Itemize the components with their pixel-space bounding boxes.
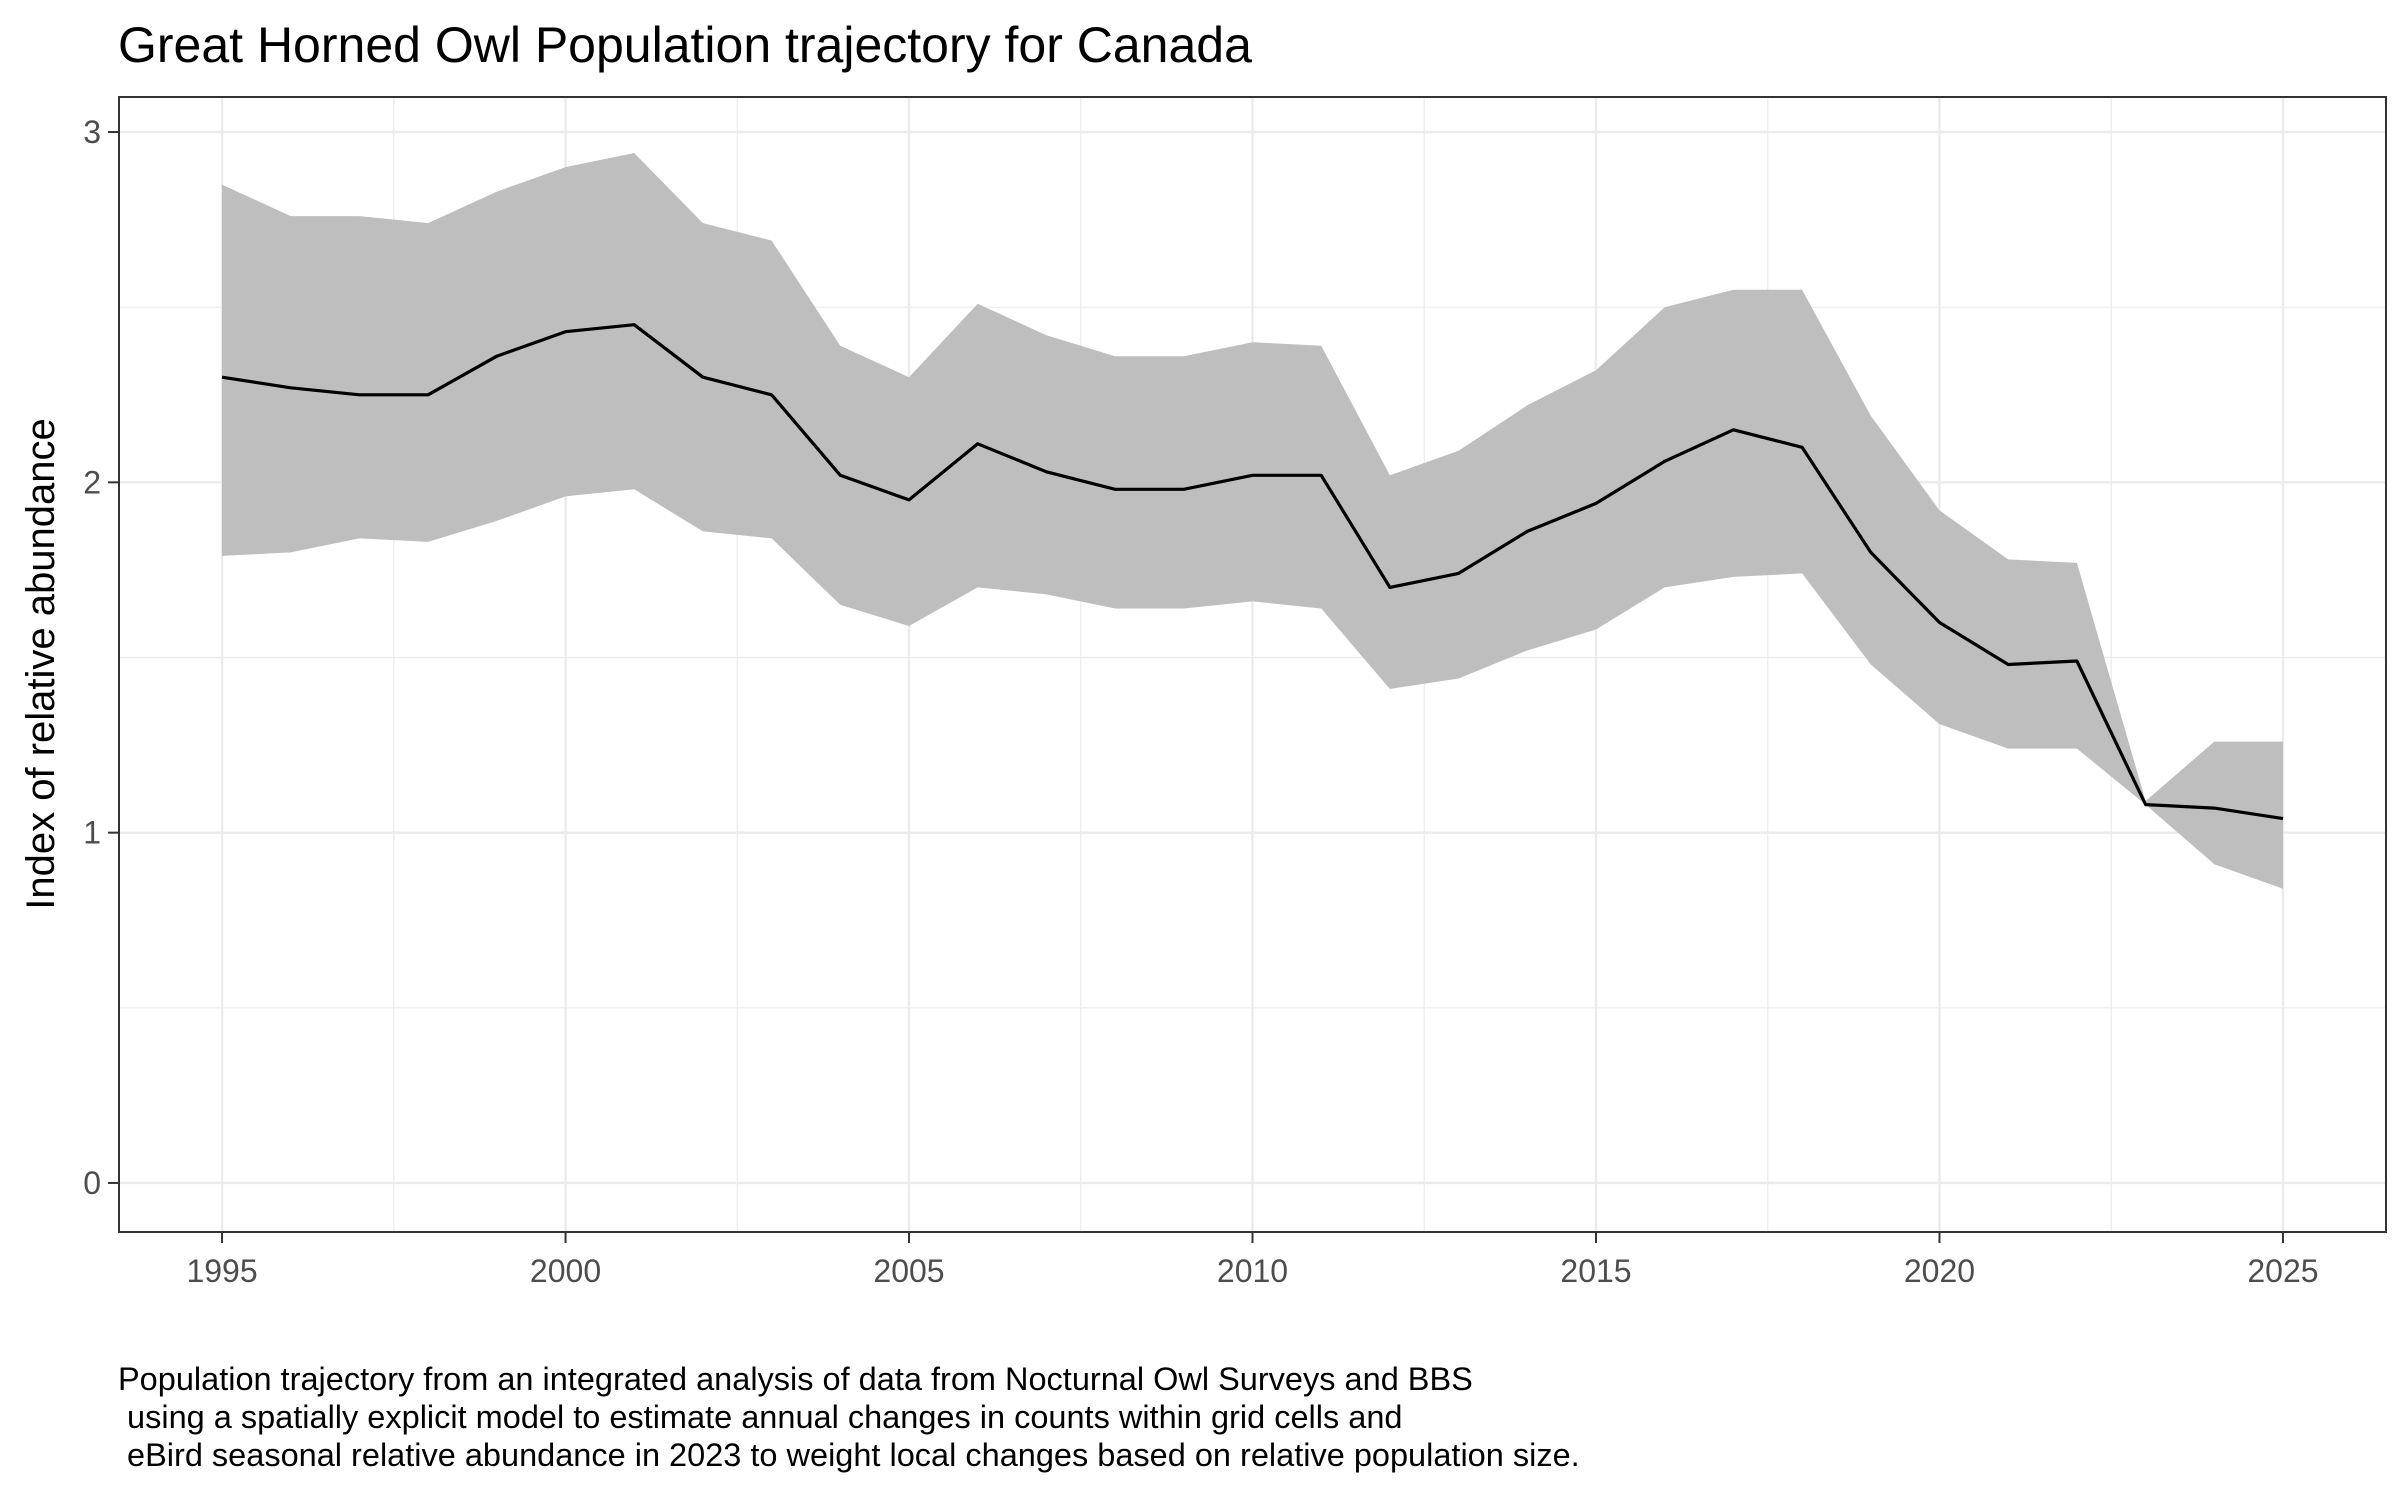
caption: Population trajectory from an integrated… [118,1360,1580,1474]
trend-line [221,323,2284,821]
confidence-band [222,153,2283,889]
y-tick-label: 2 [83,464,101,500]
y-axis: 0 1 2 3 [83,114,119,1201]
caption-line: eBird seasonal relative abundance in 202… [118,1437,1580,1473]
x-tick-label: 2000 [530,1253,601,1289]
x-axis: 1995 2000 2005 2010 2015 2020 2025 [186,1232,2319,1289]
y-axis-title: Index of relative abundance [19,418,63,909]
y-tick-label: 1 [83,815,101,851]
chart-title: Great Horned Owl Population trajectory f… [118,17,1252,73]
x-tick-label: 2025 [2247,1253,2318,1289]
x-tick-label: 2005 [873,1253,944,1289]
y-tick-label: 0 [83,1165,101,1201]
x-tick-label: 2010 [1217,1253,1288,1289]
y-tick-label: 3 [83,114,101,150]
x-tick-label: 2015 [1560,1253,1631,1289]
caption-line: Population trajectory from an integrated… [118,1361,1473,1397]
caption-line: using a spatially explicit model to esti… [118,1399,1403,1435]
x-tick-label: 2020 [1904,1253,1975,1289]
x-tick-label: 1995 [186,1253,257,1289]
